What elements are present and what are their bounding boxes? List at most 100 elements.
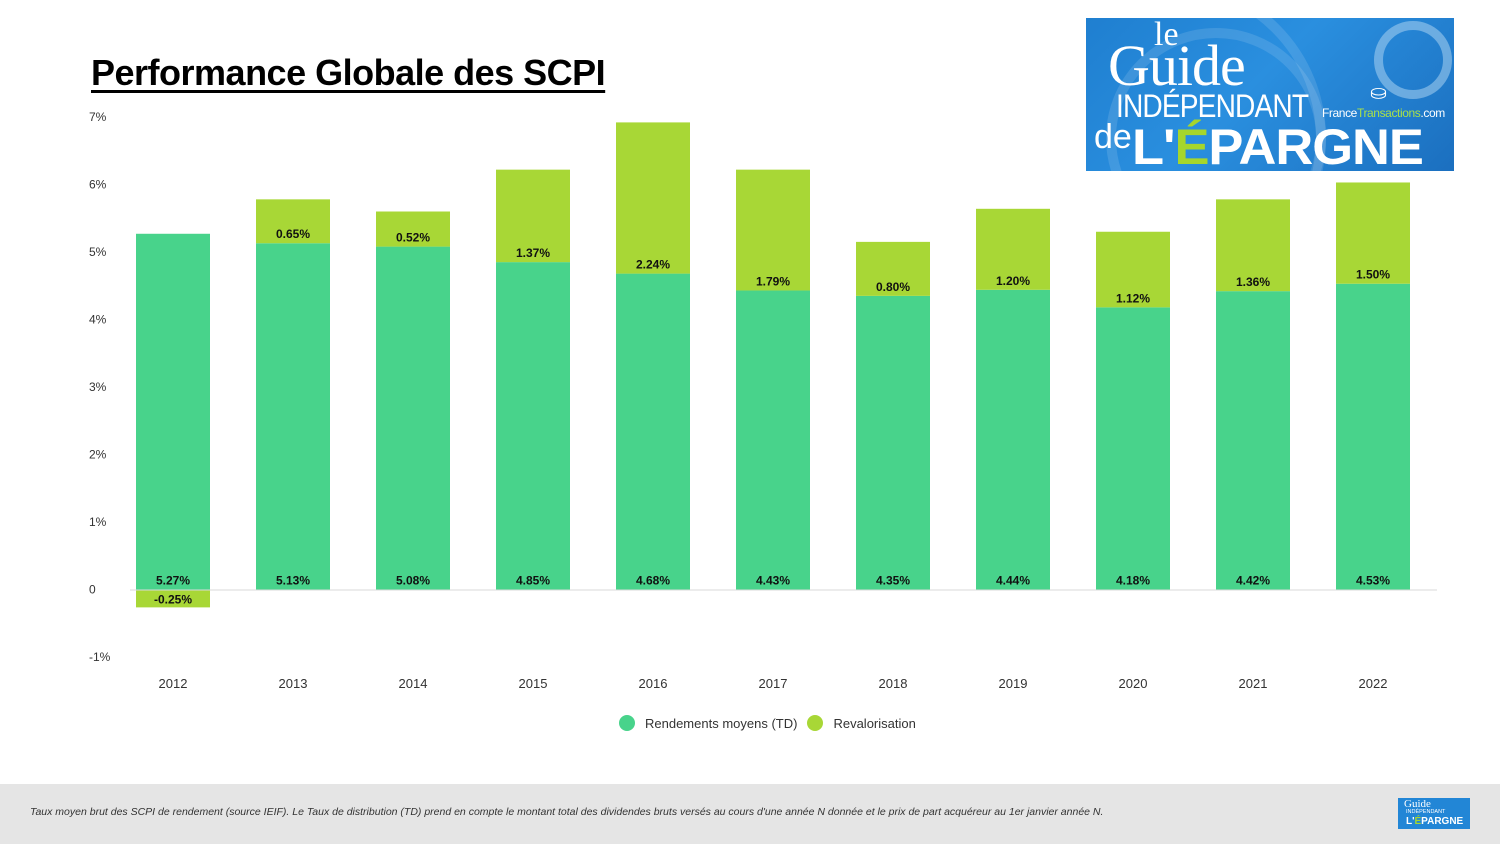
bar-revalorisation: [496, 169, 570, 263]
bar-revalorisation: [736, 169, 810, 291]
logo-text-epargne: L'ÉPARGNE: [1132, 118, 1424, 171]
y-tick-label: 3%: [89, 380, 107, 394]
legend-label-rendements: Rendements moyens (TD): [645, 715, 798, 731]
bar-rendement: [1096, 307, 1170, 590]
bar-revalorisation: [856, 241, 930, 296]
stacked-bar-chart: -1% 0 1% 2% 3% 4% 5% 6% 7% -0.25% 5.27% 0.65% 5.13%…: [89, 110, 1437, 691]
data-label-rendement: 4.44%: [996, 574, 1030, 588]
x-tick-label: 2018: [879, 676, 908, 691]
logo-text-independant: INDÉPENDANT: [1116, 88, 1309, 124]
bar-rendement: [256, 243, 330, 590]
x-tick-label: 2016: [639, 676, 668, 691]
bar-rendement: [1216, 291, 1290, 590]
logo-site-france: France: [1322, 106, 1357, 120]
x-tick-label: 2021: [1239, 676, 1268, 691]
footer-logo-epargne-prefix: L': [1406, 816, 1415, 827]
data-label-revalorisation: 1.20%: [996, 274, 1030, 288]
data-label-revalorisation: 2.24%: [636, 258, 670, 272]
footer-logo: Guide INDÉPENDANT L'ÉPARGNE: [1398, 798, 1470, 829]
logo-epargne-prefix: L': [1132, 119, 1176, 171]
bar-revalorisation: [1096, 231, 1170, 308]
data-label-revalorisation: 1.36%: [1236, 275, 1270, 289]
data-label-revalorisation: 0.80%: [876, 280, 910, 294]
bar-rendement: [1336, 283, 1410, 590]
y-tick-label: 5%: [89, 245, 107, 259]
y-tick-label: -1%: [89, 650, 111, 664]
y-tick-label: 0: [89, 583, 96, 597]
bar-revalorisation: [1216, 199, 1290, 292]
logo-text-guide: Guide: [1108, 33, 1246, 98]
x-tick-label: 2012: [159, 676, 188, 691]
legend-item-rendements[interactable]: Rendements moyens (TD): [619, 715, 797, 731]
x-tick-label: 2013: [279, 676, 308, 691]
data-label-rendement: 4.35%: [876, 574, 910, 588]
y-tick-label: 6%: [89, 178, 107, 192]
y-tick-label: 2%: [89, 448, 107, 462]
bar-revalorisation: [976, 208, 1050, 290]
footer-logo-epargne-accent: É: [1414, 816, 1422, 827]
logo-text-le: le: [1154, 18, 1179, 53]
data-label-rendement: 4.85%: [516, 574, 550, 588]
x-tick-label: 2015: [519, 676, 548, 691]
x-axis: 2012 2013 2014 2015 2016 2017 2018 2019 2020 2021…: [159, 676, 1388, 691]
data-labels: -0.25% 5.27% 0.65% 5.13% 0.52% 5.08% 1.37% 4.85…: [154, 227, 1390, 606]
data-label-rendement: 4.43%: [756, 574, 790, 588]
data-label-revalorisation: 1.79%: [756, 274, 790, 288]
y-axis: -1% 0 1% 2% 3% 4% 5% 6% 7%: [89, 110, 111, 664]
data-label-revalorisation: 1.12%: [1116, 291, 1150, 305]
chart-legend: Rendements moyens (TD) Revalorisation: [619, 715, 926, 731]
x-tick-label: 2019: [999, 676, 1028, 691]
logo-site-transactions: Transactions: [1356, 106, 1421, 120]
bar-revalorisation: [136, 590, 210, 608]
bar-revalorisation: [256, 199, 330, 244]
bar-rendement: [376, 246, 450, 590]
data-label-revalorisation: 1.37%: [516, 246, 550, 260]
footer-logo-guide: Guide: [1404, 798, 1431, 810]
chart-title: Performance Globale des SCPI: [91, 52, 606, 93]
coins-icon: ⛀: [1370, 82, 1387, 104]
bar-rendement: [736, 290, 810, 590]
x-tick-label: 2020: [1119, 676, 1148, 691]
logo-epargne-accent: É: [1174, 119, 1209, 171]
data-label-rendement: 4.68%: [636, 574, 670, 588]
data-label-rendement: 5.13%: [276, 574, 310, 588]
guide-epargne-logo: le Guide INDÉPENDANT ⛀ FranceTransaction…: [1086, 18, 1454, 171]
data-label-revalorisation: 1.50%: [1356, 268, 1390, 282]
legend-swatch-revalorisation: [807, 715, 824, 731]
bar-rendement: [856, 295, 930, 590]
bar-rendement: [136, 233, 210, 590]
footer-logo-epargne: L'ÉPARGNE: [1406, 816, 1463, 827]
bar-revalorisation: [376, 211, 450, 247]
logo-site-com: .com: [1420, 106, 1445, 120]
legend-swatch-rendements: [619, 715, 635, 731]
footer-bar: Taux moyen brut des SCPI de rendement (s…: [0, 784, 1500, 844]
data-label-rendement: 4.53%: [1356, 574, 1390, 588]
legend-item-revalorisation[interactable]: Revalorisation: [807, 715, 916, 731]
x-tick-label: 2014: [399, 676, 428, 691]
bars: [136, 122, 1410, 608]
bar-revalorisation: [616, 122, 690, 274]
logo-epargne-rest: PARGNE: [1208, 119, 1423, 171]
logo-decor-circle: [1374, 21, 1452, 99]
data-label-rendement: 5.08%: [396, 574, 430, 588]
x-tick-label: 2017: [759, 676, 788, 691]
y-tick-label: 1%: [89, 515, 107, 529]
logo-text-de: de: [1094, 118, 1132, 156]
bar-rendement: [616, 273, 690, 590]
data-label-revalorisation: -0.25%: [154, 592, 192, 606]
logo-site-name: FranceTransactions.com: [1322, 106, 1445, 120]
data-label-rendement: 4.18%: [1116, 574, 1150, 588]
data-label-revalorisation: 0.65%: [276, 227, 310, 241]
legend-label-revalorisation: Revalorisation: [833, 715, 916, 731]
y-tick-label: 4%: [89, 313, 107, 327]
footer-logo-independant: INDÉPENDANT: [1406, 809, 1446, 815]
bar-rendement: [496, 262, 570, 590]
data-label-rendement: 5.27%: [156, 574, 190, 588]
y-tick-label: 7%: [89, 110, 107, 124]
bar-rendement: [976, 289, 1050, 590]
data-label-rendement: 4.42%: [1236, 574, 1270, 588]
x-tick-label: 2022: [1359, 676, 1388, 691]
footnote: Taux moyen brut des SCPI de rendement (s…: [30, 806, 1104, 818]
bar-revalorisation: [1336, 182, 1410, 284]
data-label-revalorisation: 0.52%: [396, 231, 430, 245]
